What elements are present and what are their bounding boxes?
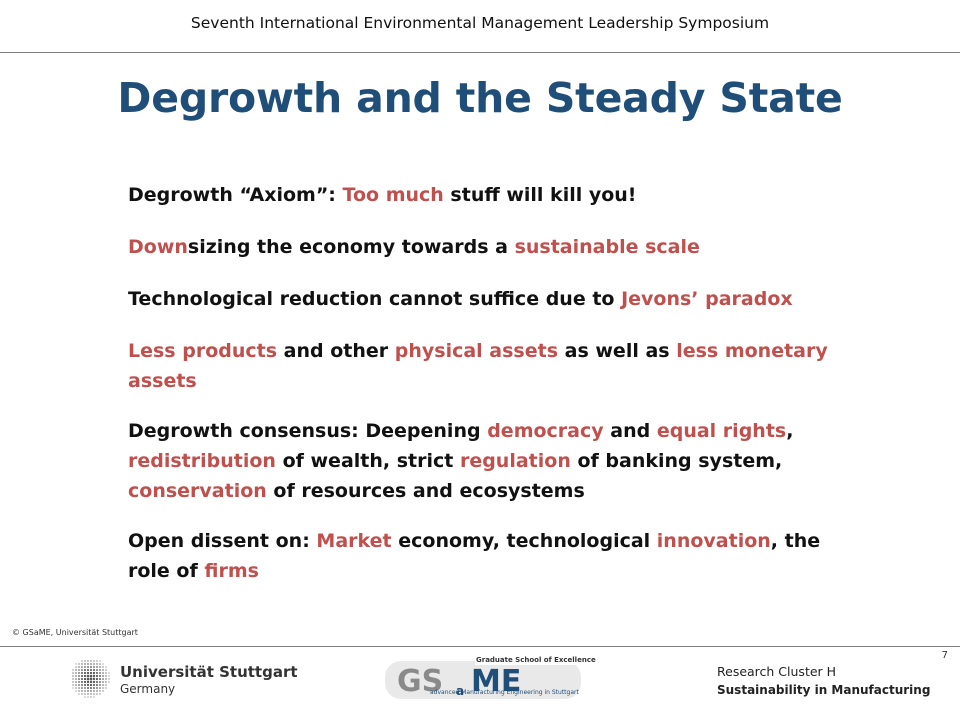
highlighted-phrase: Down <box>128 236 188 258</box>
header-divider <box>0 52 960 53</box>
university-name: Universität Stuttgart <box>120 663 298 681</box>
bullet-text: Degrowth “Axiom”: <box>128 184 343 206</box>
bullet-text: stuff will kill you! <box>443 184 637 206</box>
highlighted-phrase: innovation <box>656 530 771 552</box>
slide-title: Degrowth and the Steady State <box>117 74 843 122</box>
svg-text:ME: ME <box>471 664 521 699</box>
highlighted-phrase: redistribution <box>128 450 276 472</box>
gsame-logo-icon: GS a ME <box>385 657 581 699</box>
svg-text:a: a <box>456 684 464 698</box>
bullet-text: as well as <box>558 340 677 362</box>
highlighted-phrase: democracy <box>487 420 604 442</box>
bullet-item: Degrowth consensus: Deepening democracy … <box>128 416 848 506</box>
highlighted-phrase: Less products <box>128 340 278 362</box>
university-country: Germany <box>120 682 176 696</box>
bullet-text: and <box>603 420 657 442</box>
bullet-text: of banking system, <box>570 450 783 472</box>
page-number: 7 <box>941 650 948 661</box>
bullet-text: Degrowth consensus: Deepening <box>128 420 488 442</box>
bullet-text: of wealth, strict <box>275 450 460 472</box>
highlighted-phrase: regulation <box>459 450 571 472</box>
highlighted-phrase: conservation <box>128 480 267 502</box>
bullet-text: , the role of <box>128 530 821 582</box>
bullet-item: Open dissent on: Market economy, technol… <box>128 526 848 586</box>
copyright-notice: © GSaME, Universität Stuttgart <box>12 628 138 637</box>
highlighted-phrase: sustainable scale <box>514 236 700 258</box>
svg-text:GS: GS <box>397 664 443 699</box>
conference-header: Seventh International Environmental Mana… <box>190 14 770 32</box>
highlighted-phrase: Jevons’ paradox <box>621 288 793 310</box>
bullet-text: and other <box>277 340 395 362</box>
bullet-item: Less products and other physical assets … <box>128 336 848 396</box>
footer-divider <box>0 646 960 647</box>
highlighted-phrase: firms <box>204 560 259 582</box>
bullet-text: Open dissent on: <box>128 530 317 552</box>
university-seal-icon <box>72 660 110 698</box>
gsame-subtitle: advanced Manufacturing Engineering in St… <box>430 689 579 696</box>
bullet-text: Technological reduction cannot suffice d… <box>128 288 622 310</box>
highlighted-phrase: physical assets <box>394 340 559 362</box>
bullet-text: sizing the economy towards a <box>187 236 515 258</box>
highlighted-phrase: Too much <box>342 184 444 206</box>
gsame-tagline: Graduate School of Excellence <box>476 656 596 664</box>
bullet-item: Technological reduction cannot suffice d… <box>128 284 848 314</box>
highlighted-phrase: Market <box>316 530 392 552</box>
highlighted-phrase: less monetary assets <box>128 340 828 392</box>
bullet-text: economy, technological <box>391 530 657 552</box>
bullet-text: , <box>786 420 794 442</box>
bullet-item: Degrowth “Axiom”: Too much stuff will ki… <box>128 180 848 210</box>
research-cluster-subtitle: Sustainability in Manufacturing <box>717 683 931 697</box>
bullet-item: Downsizing the economy towards a sustain… <box>128 232 848 262</box>
research-cluster: Research Cluster H <box>717 664 837 679</box>
bullet-text: of resources and ecosystems <box>266 480 585 502</box>
bullet-list: Degrowth “Axiom”: Too much stuff will ki… <box>128 180 848 608</box>
highlighted-phrase: equal rights <box>656 420 787 442</box>
